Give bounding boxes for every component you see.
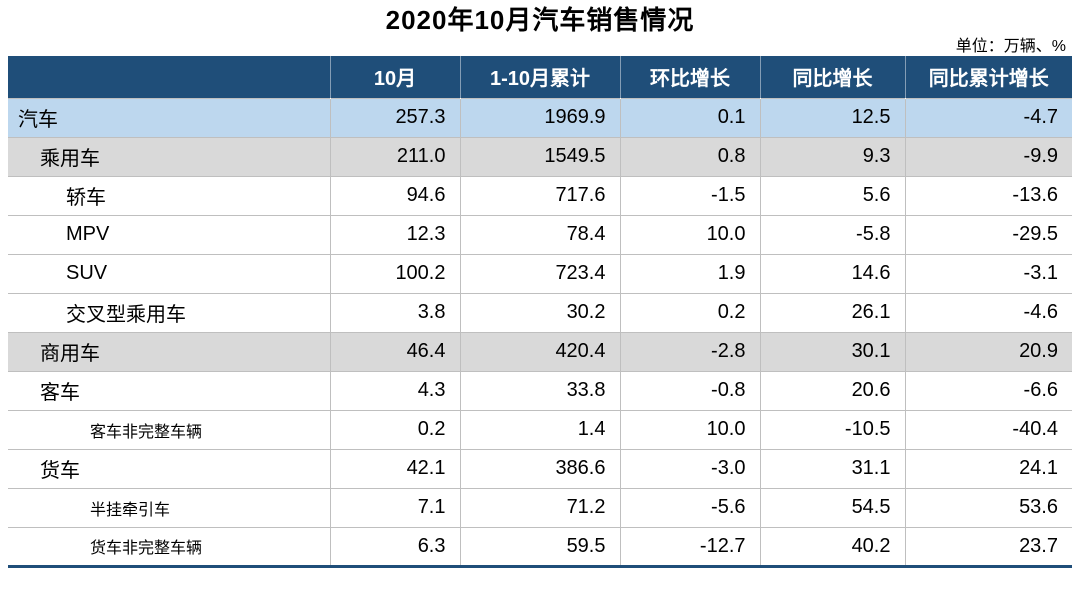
column-header: 10月 bbox=[330, 56, 461, 98]
value-cell: -2.8 bbox=[619, 331, 761, 372]
row-label: 客车 bbox=[8, 370, 331, 411]
row-label: 交叉型乘用车 bbox=[8, 292, 331, 333]
value-cell: 40.2 bbox=[759, 526, 906, 566]
value-cell: 20.6 bbox=[759, 370, 906, 411]
row-label: 汽车 bbox=[8, 97, 331, 138]
row-label: MPV bbox=[8, 214, 331, 255]
value-cell: 12.5 bbox=[759, 97, 906, 138]
value-cell: -0.8 bbox=[619, 370, 761, 411]
category-column-header bbox=[8, 56, 331, 98]
table-header-row: 10月 1-10月累计 环比增长 同比增长 同比累计增长 bbox=[8, 56, 1072, 98]
value-cell: 54.5 bbox=[759, 487, 906, 528]
value-cell: -3.1 bbox=[904, 253, 1072, 294]
value-cell: -12.7 bbox=[619, 526, 761, 566]
row-label: 客车非完整车辆 bbox=[8, 409, 331, 450]
table-body: 汽车 257.3 1969.9 0.1 12.5 -4.7 乘用车 211.0 1549.5 0.… bbox=[8, 97, 1072, 566]
page-title: 2020年10月汽车销售情况 bbox=[385, 5, 695, 35]
value-cell: 100.2 bbox=[329, 253, 461, 294]
value-cell: -5.6 bbox=[619, 487, 761, 528]
row-label: 货车非完整车辆 bbox=[8, 526, 331, 566]
value-cell: 24.1 bbox=[904, 448, 1072, 489]
table-row: 交叉型乘用车 3.8 30.2 0.2 26.1 -4.6 bbox=[8, 292, 1072, 333]
table-row: 乘用车 211.0 1549.5 0.8 9.3 -9.9 bbox=[8, 136, 1072, 177]
value-cell: -9.9 bbox=[904, 136, 1072, 177]
value-cell: 26.1 bbox=[759, 292, 906, 333]
row-label: 半挂牵引车 bbox=[8, 487, 331, 528]
value-cell: -5.8 bbox=[759, 214, 906, 255]
table-row: 货车 42.1 386.6 -3.0 31.1 24.1 bbox=[8, 448, 1072, 489]
value-cell: 420.4 bbox=[459, 331, 621, 372]
value-cell: -4.6 bbox=[904, 292, 1072, 333]
row-label: SUV bbox=[8, 253, 331, 294]
value-cell: 94.6 bbox=[329, 175, 461, 216]
value-cell: -1.5 bbox=[619, 175, 761, 216]
column-header: 环比增长 bbox=[620, 56, 761, 98]
value-cell: 71.2 bbox=[459, 487, 621, 528]
column-header: 同比累计增长 bbox=[905, 56, 1072, 98]
value-cell: -4.7 bbox=[904, 97, 1072, 138]
table-row: 汽车 257.3 1969.9 0.1 12.5 -4.7 bbox=[8, 97, 1072, 138]
value-cell: 78.4 bbox=[459, 214, 621, 255]
value-cell: 0.1 bbox=[619, 97, 761, 138]
value-cell: -6.6 bbox=[904, 370, 1072, 411]
value-cell: 4.3 bbox=[329, 370, 461, 411]
table-row: SUV 100.2 723.4 1.9 14.6 -3.1 bbox=[8, 253, 1072, 294]
value-cell: 30.1 bbox=[759, 331, 906, 372]
value-cell: -29.5 bbox=[904, 214, 1072, 255]
value-cell: 211.0 bbox=[329, 136, 461, 177]
row-label: 商用车 bbox=[8, 331, 331, 372]
value-cell: 0.2 bbox=[619, 292, 761, 333]
value-cell: 10.0 bbox=[619, 214, 761, 255]
value-cell: 3.8 bbox=[329, 292, 461, 333]
column-header: 1-10月累计 bbox=[460, 56, 621, 98]
value-cell: 0.8 bbox=[619, 136, 761, 177]
value-cell: 46.4 bbox=[329, 331, 461, 372]
report-page: 2020年10月汽车销售情况 单位：万辆、% 10月 1-10月累计 环比增长 同比增… bbox=[0, 2, 1080, 568]
value-cell: 31.1 bbox=[759, 448, 906, 489]
value-cell: 257.3 bbox=[329, 97, 461, 138]
value-cell: 9.3 bbox=[759, 136, 906, 177]
value-cell: 723.4 bbox=[459, 253, 621, 294]
table-row: MPV 12.3 78.4 10.0 -5.8 -29.5 bbox=[8, 214, 1072, 255]
value-cell: 59.5 bbox=[459, 526, 621, 566]
value-cell: -10.5 bbox=[759, 409, 906, 450]
table-row: 半挂牵引车 7.1 71.2 -5.6 54.5 53.6 bbox=[8, 487, 1072, 528]
value-cell: 12.3 bbox=[329, 214, 461, 255]
value-cell: 386.6 bbox=[459, 448, 621, 489]
value-cell: 7.1 bbox=[329, 487, 461, 528]
table-row: 客车非完整车辆 0.2 1.4 10.0 -10.5 -40.4 bbox=[8, 409, 1072, 450]
value-cell: 1969.9 bbox=[459, 97, 621, 138]
row-label: 货车 bbox=[8, 448, 331, 489]
value-cell: -3.0 bbox=[619, 448, 761, 489]
value-cell: 5.6 bbox=[759, 175, 906, 216]
value-cell: 33.8 bbox=[459, 370, 621, 411]
value-cell: 14.6 bbox=[759, 253, 906, 294]
value-cell: 0.2 bbox=[329, 409, 461, 450]
value-cell: 10.0 bbox=[619, 409, 761, 450]
value-cell: 20.9 bbox=[904, 331, 1072, 372]
value-cell: 1549.5 bbox=[459, 136, 621, 177]
value-cell: 6.3 bbox=[329, 526, 461, 566]
value-cell: 23.7 bbox=[904, 526, 1072, 566]
value-cell: 1.4 bbox=[459, 409, 621, 450]
table-row: 货车非完整车辆 6.3 59.5 -12.7 40.2 23.7 bbox=[8, 526, 1072, 566]
value-cell: -40.4 bbox=[904, 409, 1072, 450]
value-cell: 53.6 bbox=[904, 487, 1072, 528]
sales-table: 10月 1-10月累计 环比增长 同比增长 同比累计增长 汽车 257.3 1969.9 0.… bbox=[8, 56, 1072, 568]
unit-label: 单位：万辆、% bbox=[955, 38, 1066, 55]
value-cell: 1.9 bbox=[619, 253, 761, 294]
value-cell: 30.2 bbox=[459, 292, 621, 333]
table-row: 轿车 94.6 717.6 -1.5 5.6 -13.6 bbox=[8, 175, 1072, 216]
table-row: 商用车 46.4 420.4 -2.8 30.1 20.9 bbox=[8, 331, 1072, 372]
value-cell: 717.6 bbox=[459, 175, 621, 216]
value-cell: 42.1 bbox=[329, 448, 461, 489]
table-row: 客车 4.3 33.8 -0.8 20.6 -6.6 bbox=[8, 370, 1072, 411]
row-label: 乘用车 bbox=[8, 136, 331, 177]
row-label: 轿车 bbox=[8, 175, 331, 216]
column-header: 同比增长 bbox=[760, 56, 906, 98]
value-cell: -13.6 bbox=[904, 175, 1072, 216]
